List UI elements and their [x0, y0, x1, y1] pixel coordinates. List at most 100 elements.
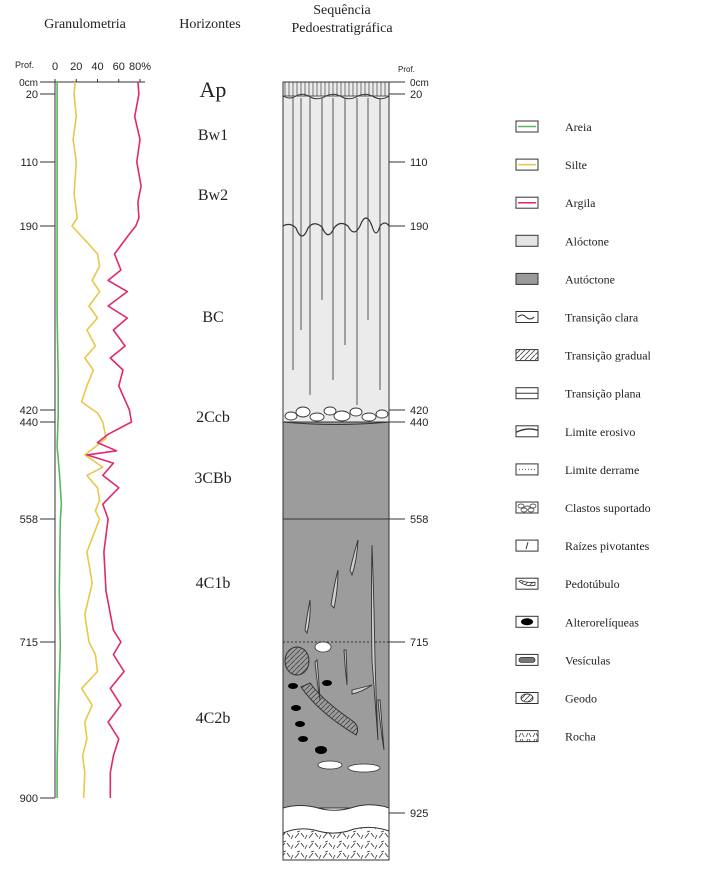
legend-label: Vesículas: [565, 653, 611, 667]
legend-label: Limite erosivo: [565, 425, 635, 439]
right-depth-label: 20: [410, 89, 422, 101]
right-depth-label: 420: [410, 405, 428, 417]
series-line-areia: [56, 82, 63, 798]
left-depth-label: 190: [20, 221, 38, 233]
right-depth-label: 110: [410, 157, 428, 169]
ap-layer: [282, 81, 390, 97]
horizon-bw1: Bw1: [198, 127, 228, 144]
sand-swatch-icon: [515, 120, 539, 133]
gap-layer: [283, 804, 389, 826]
pedotubule-icon: [515, 577, 539, 590]
right-depth-label: 558: [410, 514, 428, 526]
legend-item: Clastos suportado: [515, 501, 651, 515]
horizon-bc: BC: [202, 309, 223, 326]
granulometry-tick-label: 40: [91, 61, 103, 73]
left-depth-label: 440: [20, 417, 38, 429]
horizon-ap: Ap: [200, 77, 227, 102]
right-depth-prof-label: Prof.: [398, 65, 415, 74]
left-depth-label: 420: [20, 405, 38, 417]
granulometry-tick-label: 0: [52, 61, 58, 73]
geode-feature: [284, 646, 310, 676]
granulometry-tick-label: 80%: [129, 61, 151, 73]
legend-item: Alóctone: [515, 234, 609, 248]
left-depth-label: 0cm: [19, 78, 38, 89]
horizon-labels: Ap Bw1 Bw2 BC 2Ccb 3CBb 4C1b 4C2b: [194, 77, 231, 727]
legend-label: Transição plana: [565, 387, 642, 401]
sequence-header-line2: Pedoestratigráfica: [291, 21, 393, 36]
supported-clasts-icon: [515, 501, 539, 514]
legend-item: Vesículas: [515, 653, 611, 667]
taproots-upper: [292, 98, 381, 405]
geode-icon: [515, 692, 539, 704]
legend-label: Pedotúbulo: [565, 577, 620, 591]
legend: Areia Silte Argila Alóctone Autóctone Transiç…: [515, 120, 652, 744]
legend-label: Alóctone: [565, 234, 609, 248]
silt-swatch-icon: [515, 158, 539, 171]
allochthonous-layer: [282, 81, 390, 423]
horizon-3cbb: 3CBb: [194, 470, 231, 487]
granulometry-tick-label: 60: [113, 61, 125, 73]
horizon-bw2: Bw2: [198, 187, 228, 204]
legend-label: Areia: [565, 120, 592, 134]
granulometry-series: [56, 81, 142, 799]
sequence-header-line1: Sequência: [313, 3, 371, 18]
left-depth-prof-label: Prof.: [15, 60, 34, 70]
legend-item: Areia: [515, 120, 592, 134]
legend-item: Pedotúbulo: [515, 577, 620, 591]
left-depth-label: 110: [20, 157, 38, 169]
right-depth-label: 0cm: [410, 78, 429, 89]
legend-item: Geodo: [515, 692, 597, 706]
legend-item: Alterorelíqueas: [515, 615, 639, 629]
right-depth-label: 190: [410, 221, 428, 233]
legend-label: Raízes pivotantes: [565, 539, 650, 553]
legend-label: Rocha: [565, 730, 596, 744]
legend-item: Rocha: [515, 730, 596, 744]
series-line-argila: [86, 81, 142, 798]
legend-label: Argila: [565, 196, 596, 210]
legend-label: Autóctone: [565, 272, 615, 286]
legend-item: Transição plana: [515, 387, 642, 401]
legend-label: Clastos suportado: [565, 501, 651, 515]
boundary-440: [282, 421, 390, 425]
legend-item: Limite derrame: [515, 463, 639, 477]
left-depth-label: 558: [20, 514, 38, 526]
legend-label: Transição gradual: [565, 349, 652, 363]
legend-label: Geodo: [565, 692, 597, 706]
horizon-2ccb: 2Ccb: [196, 409, 230, 426]
horizon-4c1b: 4C1b: [196, 575, 231, 592]
clear-transition-icon: [515, 311, 539, 323]
flat-transition-icon: [515, 387, 539, 400]
left-depth-label: 715: [20, 637, 38, 649]
series-line-silte: [71, 81, 107, 799]
clasts-layer: [284, 406, 389, 422]
gradual-transition-icon: [515, 349, 539, 362]
left-depth-label: 20: [26, 89, 38, 101]
rock-icon: [515, 730, 539, 743]
right-depth-label: 440: [410, 417, 428, 429]
alterorelic-features: [288, 680, 332, 754]
clay-swatch-icon: [515, 196, 539, 209]
legend-label: Transição clara: [565, 311, 639, 325]
rock-layer: [282, 826, 390, 861]
legend-item: Argila: [515, 196, 596, 210]
allochthonous-swatch-icon: [515, 234, 539, 247]
alterorelic-icon: [515, 615, 539, 628]
legend-label: Silte: [565, 158, 587, 172]
boundary-190: [282, 217, 390, 237]
flow-boundary-icon: [515, 463, 539, 476]
granulometry-header: Granulometria: [44, 17, 126, 32]
right-depth-label: 925: [410, 808, 428, 820]
legend-item: Raízes pivotantes: [515, 539, 650, 553]
legend-label: Alterorelíqueas: [565, 615, 639, 629]
autochthonous-swatch-icon: [515, 272, 539, 285]
ap-lower-boundary: [282, 93, 390, 100]
taproots-icon: [515, 539, 539, 552]
horizons-header: Horizontes: [179, 17, 240, 32]
horizon-4c2b: 4C2b: [196, 710, 231, 727]
legend-item: Transição gradual: [515, 349, 652, 363]
vesicles-icon: [515, 653, 539, 666]
